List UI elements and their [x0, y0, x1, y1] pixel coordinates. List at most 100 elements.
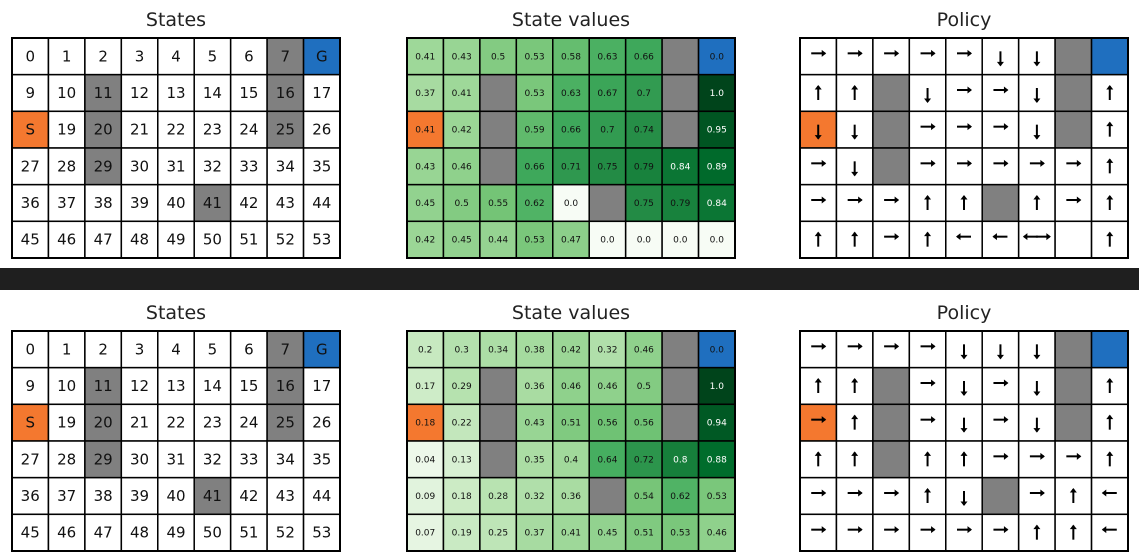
panel-1-policy-arrow-5-1-head [851, 231, 859, 237]
panel-2-value-label-1-8: 1.0 [710, 382, 725, 392]
panel-2-state-label-4-4: 40 [166, 487, 185, 505]
panel-1-value-label-1-3: 0.53 [525, 89, 545, 99]
panel-2-values-cell-3-2 [479, 440, 518, 479]
panel-1-policy-arrow-2-4-head [967, 123, 972, 131]
panel-2-value-label-5-1: 0.19 [452, 529, 472, 539]
panel-1-value-label-0-6: 0.66 [634, 52, 654, 62]
panel-2-policy-arrow-3-7-head [1076, 452, 1082, 460]
panel-1-values-cell-4-7 [661, 183, 700, 223]
panel-1-value-label-0-2: 0.5 [491, 52, 505, 62]
panel-1-states-cell-0-5 [193, 37, 232, 76]
panel-1-policy-arrow-3-1-head [851, 171, 859, 177]
panel-1-states-cell-4-8 [302, 183, 341, 223]
panel-1-states-cell-5-0 [11, 220, 50, 259]
panel-1-state-label-1-3: 12 [130, 84, 149, 102]
panel-2-policy-cell-0-1 [835, 330, 874, 369]
panel-1-value-label-2-5: 0.7 [600, 126, 614, 136]
panel-1-state-label-2-4: 22 [166, 121, 185, 139]
panel-2-policy-cell-4-2 [872, 476, 911, 516]
panel-2-value-label-0-5: 0.32 [597, 345, 617, 355]
panel-2-value-label-1-4: 0.46 [561, 382, 581, 392]
panel-2-policy-arrow-0-3-head [931, 342, 936, 350]
panel-1-value-label-2-4: 0.66 [561, 126, 581, 136]
panel-1-states-cell-1-2 [84, 73, 123, 113]
panel-2-state-label-5-3: 48 [130, 524, 149, 542]
panel-1-values-cell-5-7 [661, 220, 700, 259]
panel-1-state-label-4-3: 39 [130, 194, 149, 212]
panel-1-policy-title: Policy [937, 9, 992, 31]
panel-1-policy-arrow-0-3-head [931, 49, 936, 57]
panel-1-states-cell-4-0 [11, 183, 50, 223]
panel-2-values-cell-4-5 [588, 476, 627, 516]
panel-1-state-label-0-1: 1 [62, 47, 72, 65]
panel-2-value-label-3-5: 0.64 [597, 455, 617, 465]
panel-1-value-label-4-8: 0.84 [707, 199, 727, 209]
panel-1-policy-arrow-5-4-head [956, 233, 961, 241]
panel-1-policy-cell-3-4 [945, 147, 983, 186]
panel-2-state-label-4-5: 41 [203, 487, 222, 505]
panel-2-state-label-0-5: 5 [208, 340, 218, 358]
panel-2-policy-cell-1-5 [981, 366, 1020, 406]
panel-2-policy-arrow-4-8-head [1101, 489, 1107, 497]
panel-1-value-label-1-1: 0.41 [452, 89, 472, 99]
panel-1-state-label-2-6: 24 [239, 121, 258, 139]
panel-1-state-label-5-3: 48 [130, 231, 149, 249]
panel-2-state-label-1-7: 16 [276, 377, 295, 395]
panel-2-values-cell-2-4 [552, 403, 590, 442]
panel-2-policy-cell-2-3 [908, 403, 947, 442]
panel-2-values-cell-3-3 [515, 440, 554, 479]
panel-1-values-cell-1-1 [442, 73, 481, 113]
panel-2-policy-arrow-4-1-head [858, 489, 863, 497]
panel-2-value-label-4-6: 0.54 [634, 492, 654, 502]
panel-2-state-label-3-2: 29 [94, 450, 113, 468]
panel-1-values-border [406, 37, 736, 259]
panel-1-value-label-1-8: 1.0 [710, 89, 725, 99]
panel-2-state-label-0-0: 0 [25, 340, 35, 358]
panel-1-values-cell-2-5 [588, 110, 627, 149]
panel-1-values-cell-1-4 [552, 73, 590, 113]
panel-1-value-label-3-7: 0.84 [670, 162, 690, 172]
panel-2-policy-arrow-4-0-head [821, 489, 827, 497]
panel-1-states-cell-1-7 [266, 73, 305, 113]
panel-1-policy-cell-4-2 [872, 183, 911, 223]
panel-1-values-cell-4-1 [442, 183, 481, 223]
panel-2-values-cell-4-4 [552, 476, 590, 516]
panel-1-policy-grid: Policy [799, 9, 1129, 259]
panel-1-values-cell-5-3 [515, 220, 554, 259]
panel-1-state-label-5-7: 52 [276, 231, 295, 249]
panel-2-state-label-1-4: 13 [166, 377, 185, 395]
panel-2-policy-cell-4-5 [981, 476, 1020, 516]
panel-2-policy-arrow-1-6-head [1033, 391, 1041, 396]
panel-2-values-cell-0-2 [479, 330, 518, 369]
panel-2-state-label-4-2: 38 [94, 487, 113, 505]
panel-2-state-label-2-6: 24 [239, 414, 258, 432]
panel-1-values-cell-1-6 [624, 73, 663, 113]
panel-1-policy-arrow-2-5-head [1003, 123, 1009, 131]
panel-1-values-cell-2-4 [552, 110, 590, 149]
panel-1-value-label-2-8: 0.95 [707, 126, 727, 136]
panel-1-state-label-3-0: 27 [21, 157, 40, 175]
panel-1-value-label-3-5: 0.75 [597, 162, 617, 172]
panel-1-policy-cell-1-2 [872, 73, 911, 113]
panel-2-policy-arrow-0-2-head [894, 342, 900, 350]
panel-1-values-cell-3-2 [479, 147, 518, 186]
panel-1-policy-arrow-1-5-head [1003, 86, 1009, 94]
panel-2-states-cell-5-7 [266, 513, 305, 552]
panel-2-value-label-2-5: 0.56 [597, 419, 617, 429]
panel-1-states-title: States [146, 9, 206, 31]
panel-2-policy-border [799, 330, 1129, 552]
panel-2-policy-arrow-0-4-head [960, 354, 968, 360]
panel-1-value-label-0-4: 0.58 [561, 52, 581, 62]
panel-2-policy-arrow-1-8-head [1106, 378, 1114, 383]
panel-2-policy-arrow-5-8-head [1101, 526, 1107, 534]
panel-2-value-label-5-3: 0.37 [525, 529, 545, 539]
panel-1-state-label-2-1: 19 [57, 121, 76, 139]
panel-1-states-cell-2-0 [11, 110, 50, 149]
panel-1-policy-cell-1-4 [945, 73, 983, 113]
panel-2-policy-cell-0-0 [799, 330, 838, 369]
panel-2-policy-arrow-4-7-head [1069, 488, 1077, 493]
panel-1-states-cell-5-2 [84, 220, 123, 259]
panel-1-state-label-0-6: 6 [244, 47, 254, 65]
panel-1-values-cell-4-6 [624, 183, 663, 223]
